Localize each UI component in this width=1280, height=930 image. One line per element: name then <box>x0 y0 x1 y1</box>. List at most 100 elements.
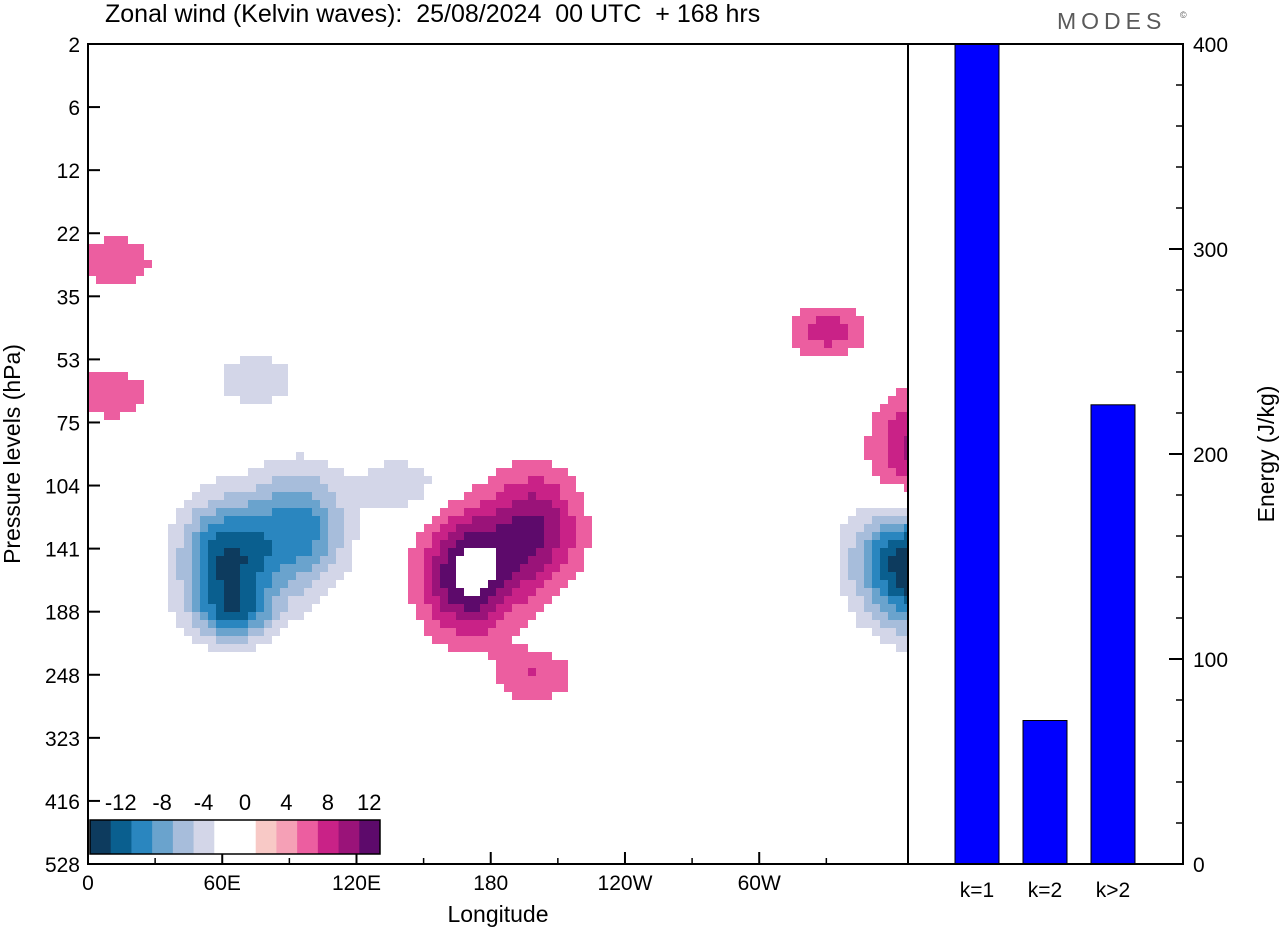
heatmap-cell <box>520 676 528 684</box>
heatmap-cell <box>248 612 256 620</box>
heatmap-cell <box>200 508 208 516</box>
heatmap-cell <box>216 564 224 572</box>
heatmap-cell <box>904 556 908 564</box>
heatmap-cell <box>872 588 880 596</box>
heatmap-cell <box>496 532 504 540</box>
heatmap-cell <box>424 556 432 564</box>
heatmap-cell <box>520 604 528 612</box>
heatmap-cell <box>280 564 288 572</box>
heatmap-cell <box>432 628 440 636</box>
heatmap-cell <box>256 580 264 588</box>
heatmap-cell <box>504 548 512 556</box>
heatmap-cell <box>528 580 536 588</box>
heatmap-cell <box>336 476 344 484</box>
heatmap-cell <box>176 524 184 532</box>
heatmap-cell <box>456 516 464 524</box>
heatmap-cell <box>200 620 208 628</box>
heatmap-cell <box>328 492 336 500</box>
heatmap-cell <box>560 540 568 548</box>
heatmap-cell <box>488 604 496 612</box>
heatmap-cell <box>480 596 488 604</box>
heatmap-cell <box>520 644 528 652</box>
heatmap-cell <box>576 500 584 508</box>
heatmap-cell <box>464 524 472 532</box>
heatmap-cell <box>544 668 552 676</box>
heatmap-cell <box>336 564 344 572</box>
heatmap-cell <box>240 516 248 524</box>
heatmap-cell <box>312 556 320 564</box>
heatmap-cell <box>816 316 824 324</box>
heatmap-cell <box>232 540 240 548</box>
heatmap-cell <box>800 340 808 348</box>
bar-axes: 0 100 200 300 400 <box>1169 34 1228 877</box>
colorbar-swatch <box>317 820 340 854</box>
heatmap-cell <box>192 596 200 604</box>
heatmap-cell <box>504 484 512 492</box>
heatmap-cell <box>872 556 880 564</box>
y-axis-title: Pressure levels (hPa) <box>0 344 25 564</box>
heatmap-cell <box>112 244 120 252</box>
heatmap-cell <box>544 500 552 508</box>
heatmap-cell <box>216 572 224 580</box>
heatmap-cell <box>224 644 232 652</box>
heatmap-cell <box>496 644 504 652</box>
heatmap-cell <box>528 468 536 476</box>
heatmap-cell <box>520 684 528 692</box>
heatmap-cell <box>488 500 496 508</box>
heatmap-cell <box>192 572 200 580</box>
heatmap-cell <box>888 524 896 532</box>
heatmap-cell <box>856 324 864 332</box>
heatmap-cell <box>424 612 432 620</box>
heatmap-cell <box>248 492 256 500</box>
heatmap-cell <box>296 580 304 588</box>
heatmap-cell <box>904 524 908 532</box>
heatmap-cell <box>536 692 544 700</box>
heatmap-cell <box>904 564 908 572</box>
heatmap-cell <box>544 652 552 660</box>
x-tick-label: 60E <box>204 872 241 895</box>
energy-bar <box>1022 720 1068 865</box>
heatmap-cell <box>872 572 880 580</box>
heatmap-cell <box>232 612 240 620</box>
heatmap-cell <box>216 492 224 500</box>
heatmap-cell <box>272 388 280 396</box>
heatmap-cell <box>528 540 536 548</box>
heatmap-cell <box>568 524 576 532</box>
heatmap-cell <box>848 324 856 332</box>
heatmap-cell <box>192 588 200 596</box>
heatmap-cell <box>136 380 144 388</box>
heatmap-cell <box>456 540 464 548</box>
heatmap-cell <box>320 460 328 468</box>
heatmap-cell <box>88 388 96 396</box>
heatmap-cell <box>376 484 384 492</box>
heatmap-cell <box>848 516 856 524</box>
heatmap-cell <box>840 524 848 532</box>
colorbar-swatch <box>110 820 132 854</box>
heatmap-cell <box>872 452 880 460</box>
heatmap-cell <box>448 636 456 644</box>
heatmap-cell <box>304 540 312 548</box>
heatmap-cell <box>552 668 560 676</box>
heatmap-cell <box>904 596 908 604</box>
heatmap-cell <box>880 524 888 532</box>
heatmap-cell <box>368 468 376 476</box>
heatmap-cell <box>232 596 240 604</box>
heatmap-cell <box>880 412 888 420</box>
heatmap-cell <box>272 500 280 508</box>
heatmap-cell <box>96 276 104 284</box>
heatmap-cell <box>440 532 448 540</box>
heatmap-cell <box>400 460 408 468</box>
heatmap-cell <box>512 692 520 700</box>
heatmap-cell <box>888 476 896 484</box>
heatmap-cell <box>896 564 904 572</box>
heatmap-cell <box>280 468 288 476</box>
heatmap-cell <box>416 476 424 484</box>
heatmap-cell <box>104 380 112 388</box>
heatmap-cell <box>464 620 472 628</box>
heatmap-cell <box>544 676 552 684</box>
heatmap-cell <box>528 492 536 500</box>
heatmap-cell <box>224 484 232 492</box>
heatmap-cell <box>296 460 304 468</box>
heatmap-cell <box>248 548 256 556</box>
heatmap-cell <box>504 628 512 636</box>
